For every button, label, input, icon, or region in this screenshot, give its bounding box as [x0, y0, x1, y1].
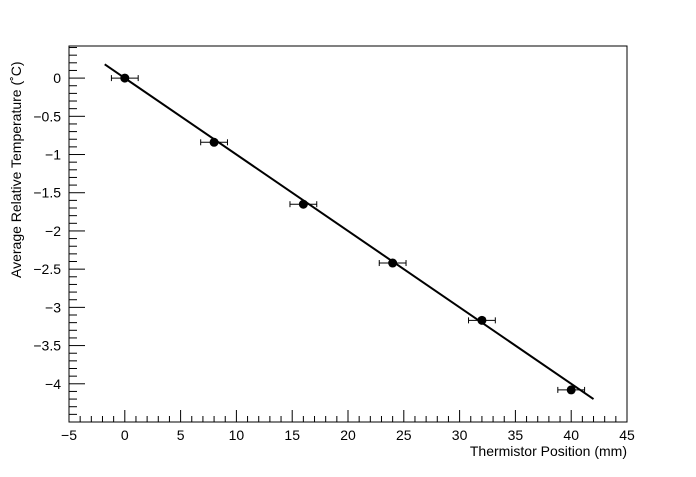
y-tick-label: 0	[53, 70, 61, 86]
x-tick-label: 0	[121, 427, 129, 443]
data-point	[477, 315, 487, 325]
x-tick-label: −5	[61, 427, 77, 443]
y-tick-label: −2	[45, 223, 61, 239]
x-axis-ticks: −5 0 5 10 15 20 25 30 35 40 45	[61, 410, 635, 443]
x-tick-label: 10	[229, 427, 245, 443]
data-point	[120, 73, 130, 83]
y-axis-title: Average Relative Temperature (˚C)	[8, 61, 24, 278]
x-tick-label: 30	[452, 427, 468, 443]
x-axis-title: Thermistor Position (mm)	[470, 443, 627, 459]
fit-line	[104, 63, 595, 400]
x-tick-label: 35	[508, 427, 524, 443]
data-point	[566, 385, 576, 395]
x-tick-label: 45	[619, 427, 635, 443]
x-tick-label: 5	[177, 427, 185, 443]
y-tick-label: −1.5	[33, 185, 61, 201]
y-tick-label: −2.5	[33, 261, 61, 277]
y-tick-label: −3.5	[33, 338, 61, 354]
data-point	[298, 199, 308, 209]
data-point	[209, 137, 219, 147]
data-point	[388, 258, 398, 268]
y-tick-label: −1	[45, 147, 61, 163]
x-tick-label: 40	[563, 427, 579, 443]
fit-line-group	[104, 63, 595, 400]
data-points	[110, 73, 586, 395]
y-tick-label: −3	[45, 299, 61, 315]
x-tick-label: 15	[284, 427, 300, 443]
y-tick-label: −4	[45, 376, 61, 392]
y-axis-ticks: 0 −0.5 −1 −1.5 −2 −2.5 −3 −3.5 −4	[33, 47, 85, 415]
y-tick-label: −0.5	[33, 108, 61, 124]
x-tick-label: 25	[396, 427, 412, 443]
x-tick-label: 20	[340, 427, 356, 443]
